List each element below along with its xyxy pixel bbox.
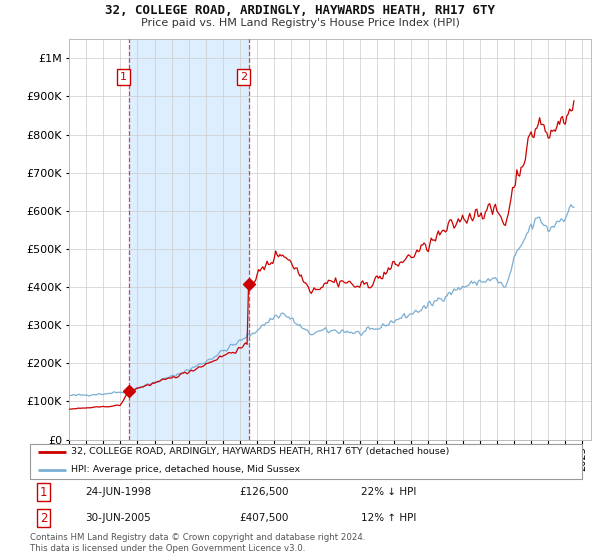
Bar [129,39,248,440]
Text: 24-JUN-1998: 24-JUN-1998 [85,487,151,497]
FancyBboxPatch shape [30,444,582,479]
Text: Contains HM Land Registry data © Crown copyright and database right 2024.
This d: Contains HM Land Registry data © Crown c… [30,533,365,553]
Text: Price paid vs. HM Land Registry's House Price Index (HPI): Price paid vs. HM Land Registry's House … [140,18,460,28]
Text: 32, COLLEGE ROAD, ARDINGLY, HAYWARDS HEATH, RH17 6TY (detached house): 32, COLLEGE ROAD, ARDINGLY, HAYWARDS HEA… [71,447,450,456]
Text: 1: 1 [120,72,127,82]
Text: 1: 1 [40,486,47,499]
Text: HPI: Average price, detached house, Mid Sussex: HPI: Average price, detached house, Mid … [71,465,301,474]
Text: £407,500: £407,500 [240,514,289,524]
Text: 32, COLLEGE ROAD, ARDINGLY, HAYWARDS HEATH, RH17 6TY: 32, COLLEGE ROAD, ARDINGLY, HAYWARDS HEA… [105,4,495,17]
Text: 22% ↓ HPI: 22% ↓ HPI [361,487,416,497]
Text: £126,500: £126,500 [240,487,289,497]
Text: 2: 2 [40,512,47,525]
Text: 12% ↑ HPI: 12% ↑ HPI [361,514,416,524]
Text: 2: 2 [240,72,247,82]
Text: 30-JUN-2005: 30-JUN-2005 [85,514,151,524]
